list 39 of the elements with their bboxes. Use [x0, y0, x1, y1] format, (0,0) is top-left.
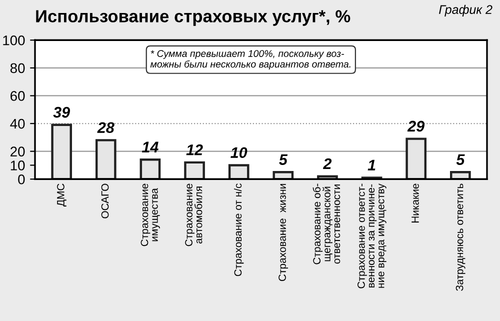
x-tick-label: Страхование жизни	[278, 184, 288, 282]
bar	[140, 158, 161, 180]
x-tick-label: ОСАГО	[101, 184, 109, 218]
bar	[450, 171, 471, 180]
x-tick-label: ДМС	[57, 184, 66, 206]
y-tick-label: 80	[10, 63, 25, 74]
y-tick-label: 20	[10, 146, 25, 156]
bar	[184, 161, 205, 180]
bar	[95, 139, 116, 180]
data-label: 1	[368, 160, 376, 170]
bar	[317, 175, 338, 180]
x-tick-label: Никакие	[412, 184, 419, 223]
y-tick-label: 0	[18, 174, 25, 184]
text: График 2	[439, 4, 492, 16]
bar	[272, 171, 294, 180]
annotation: * Сумма превышает 100%, поскольку воз- можны были несколько вариантов ответа.	[150, 50, 350, 70]
x-tick-label: Страхование ответст- венности за причине- ние вреда имуществу	[357, 184, 386, 288]
y-tick-label: 60	[10, 91, 25, 101]
data-label: 5	[456, 154, 465, 165]
data-label: 5	[279, 154, 288, 165]
bar	[406, 138, 427, 180]
x-tick-label: Страхование автомобиля	[185, 184, 202, 246]
data-label: 39	[53, 106, 70, 118]
data-label: 10	[230, 147, 248, 158]
x-tick-label: Страхование от н/с	[234, 184, 244, 276]
data-label: 12	[186, 144, 203, 156]
data-label: 28	[97, 122, 114, 134]
data-label: 2	[322, 158, 332, 169]
y-tick-label: 40	[10, 118, 25, 129]
data-label: 29	[407, 120, 425, 132]
bar	[228, 164, 250, 180]
chart-title: Использование страховых услуг*, %	[36, 10, 350, 26]
x-tick-label: Страхование об- щегражданской ответственности	[312, 184, 340, 264]
x-tick-label: Затрудняюсь ответить	[456, 184, 466, 291]
y-tick-label: 10	[10, 160, 25, 170]
bar	[51, 124, 72, 180]
y-tick-label: 100	[3, 35, 25, 46]
data-label: 14	[142, 142, 158, 152]
x-tick-label: Страхование имущества	[140, 184, 160, 246]
